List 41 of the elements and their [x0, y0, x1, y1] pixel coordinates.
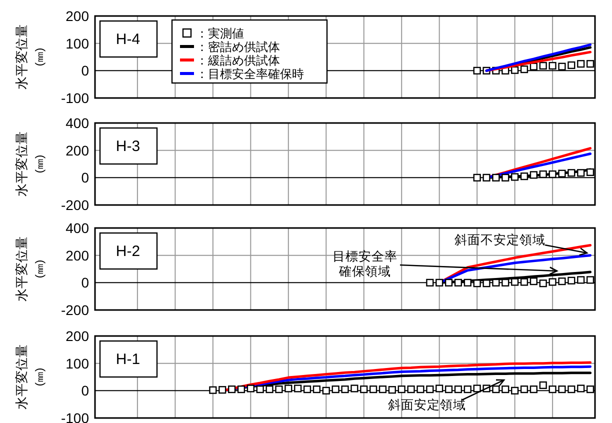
y-tick-label: 0	[81, 62, 90, 79]
legend-label: ：目標安全率確保時	[196, 67, 304, 81]
point	[586, 60, 594, 68]
y-tick-label: 100	[66, 355, 90, 372]
point	[520, 66, 528, 74]
annotation: 目標安全率確保領域	[332, 248, 398, 278]
y-tick-label: 0	[81, 382, 90, 399]
y-tick-label: -200	[60, 197, 90, 213]
point	[558, 62, 566, 70]
point	[511, 66, 519, 74]
y-axis-title: 水平変位量 (㎜)	[14, 24, 46, 90]
y-tick-label: 0	[81, 170, 90, 186]
legend-label: ：緩詰め供試体	[196, 54, 280, 68]
y-axis-title: 水平変位量 (㎜)	[14, 344, 46, 410]
point	[539, 62, 547, 70]
y-tick-label: -100	[60, 410, 90, 423]
y-tick-label: 400	[66, 220, 90, 236]
annotation: 斜面不安定領域	[454, 232, 546, 247]
y-axis-title: 水平変位量 (㎜)	[14, 132, 46, 196]
text: H-4	[116, 31, 140, 48]
text: H-3	[116, 138, 140, 155]
legend-label: ：密詰め供試体	[196, 40, 280, 54]
legend-label: ：実測値	[196, 26, 244, 40]
y-tick-label: 0	[81, 274, 90, 291]
y-tick-label: 200	[66, 247, 90, 264]
point	[568, 61, 576, 69]
text: H-2	[116, 243, 140, 260]
y-axis-title: 水平変位量 (㎜)	[14, 236, 46, 302]
y-tick-label: 400	[66, 115, 90, 131]
y-tick-label: 200	[66, 328, 90, 344]
text: H-1	[116, 351, 140, 368]
point	[473, 66, 481, 74]
y-tick-label: 100	[66, 35, 90, 52]
point	[530, 62, 538, 70]
y-tick-label: -200	[60, 302, 90, 318]
point	[577, 60, 585, 68]
annotation: 斜面安定領域	[388, 397, 466, 412]
y-tick-label: 200	[66, 8, 90, 24]
point	[548, 62, 556, 70]
y-tick-label: -100	[60, 90, 90, 106]
y-tick-label: 200	[66, 142, 90, 158]
